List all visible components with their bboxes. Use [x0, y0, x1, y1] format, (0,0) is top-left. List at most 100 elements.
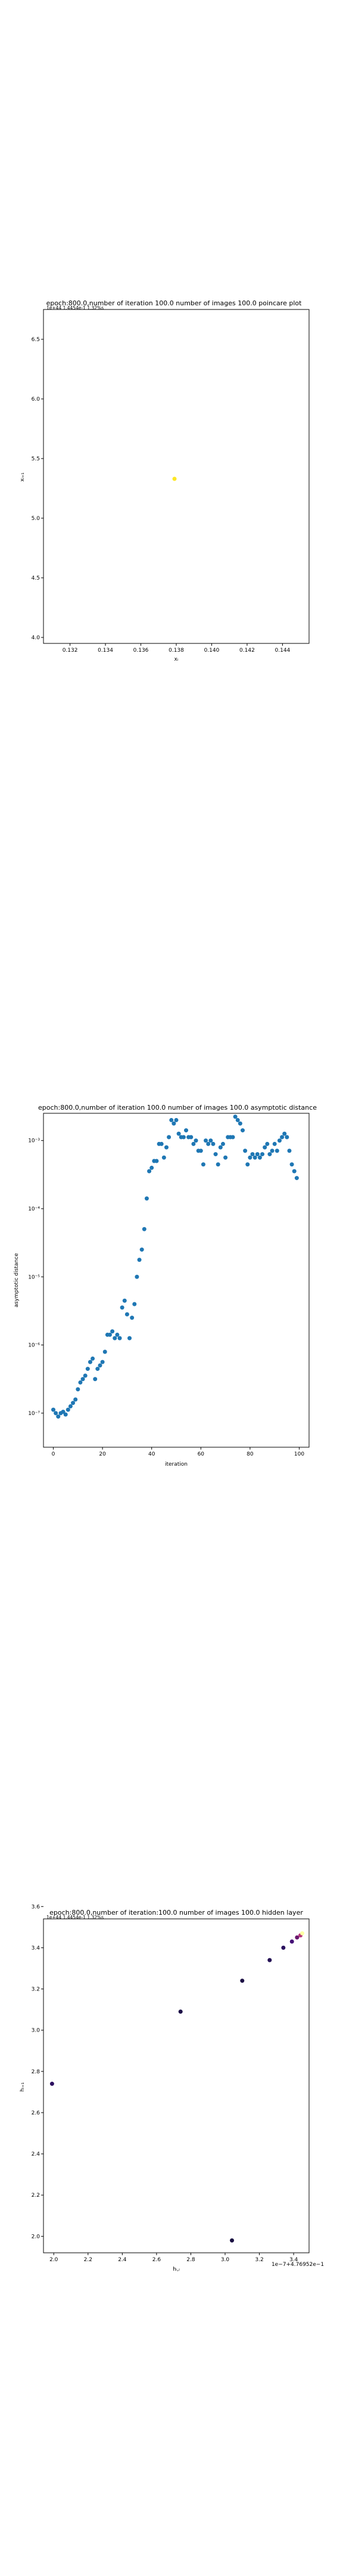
asymptotic-point: [250, 1152, 255, 1157]
poincare-x-tick-label: 0.136: [133, 648, 149, 654]
poincare-x-tick-label: 0.140: [204, 648, 220, 654]
asymptotic-point: [139, 1247, 144, 1252]
poincare-x-tick-label: 0.134: [98, 648, 113, 654]
asymptotic-axes-frame: [43, 1113, 310, 1448]
poincare-x-tick-label: 0.144: [275, 648, 291, 654]
hidden-layer-x-tick-label: 3.4: [289, 2257, 298, 2263]
asymptotic-point: [235, 1117, 240, 1122]
asymptotic-point: [294, 1176, 299, 1181]
asymptotic-point: [164, 1145, 169, 1150]
asymptotic-y-ticks: 10⁻⁷ 10⁻⁶ 10⁻⁵ 10⁻⁴ 10⁻³: [28, 1138, 43, 1417]
asymptotic-point: [135, 1274, 139, 1279]
poincare-overlay-text: 1e+44 1.4454e-1 1.32%s: [46, 305, 104, 311]
hidden-layer-point: [300, 1931, 304, 1936]
asymptotic-point: [85, 1367, 90, 1371]
asymptotic-point: [142, 1227, 146, 1231]
asymptotic-point: [218, 1145, 223, 1150]
asymptotic-point: [184, 1128, 189, 1133]
asymptotic-points: [51, 1114, 299, 1419]
asymptotic-point: [272, 1141, 277, 1146]
asymptotic-point: [208, 1138, 213, 1143]
asymptotic-x-tick-label: 80: [247, 1451, 254, 1457]
asymptotic-point: [63, 1412, 68, 1417]
hidden-layer-point: [240, 1979, 245, 1983]
hidden-layer-x-label: hᵢ,ᵢ: [173, 2267, 180, 2272]
asymptotic-y-tick-label: 10⁻⁶: [28, 1343, 40, 1349]
asymptotic-point: [80, 1377, 85, 1382]
asymptotic-x-tick-label: 20: [99, 1451, 106, 1457]
asymptotic-point: [83, 1373, 88, 1378]
asymptotic-point: [238, 1121, 242, 1126]
asymptotic-point: [280, 1135, 285, 1140]
asymptotic-point: [169, 1117, 174, 1122]
asymptotic-point: [100, 1360, 105, 1364]
asymptotic-point: [189, 1135, 194, 1140]
hidden-layer-y-tick-label: 3.4: [32, 1945, 40, 1951]
asymptotic-point: [287, 1148, 292, 1153]
hidden-layer-axes-frame: [43, 1918, 310, 2253]
asymptotic-point: [285, 1135, 289, 1140]
asymptotic-point: [206, 1141, 211, 1146]
asymptotic-point: [122, 1298, 127, 1303]
asymptotic-point: [211, 1141, 216, 1146]
asymptotic-point: [95, 1367, 100, 1371]
asymptotic-point: [252, 1155, 257, 1160]
asymptotic-point: [76, 1387, 80, 1392]
asymptotic-x-tick-label: 40: [148, 1451, 155, 1457]
hidden-layer-y-tick-label: 2.2: [32, 2193, 40, 2199]
hidden-layer-point: [281, 1945, 286, 1950]
asymptotic-point: [98, 1363, 102, 1368]
hidden-layer-chart: epoch:800.0,number of iteration:100.0 nu…: [20, 1904, 324, 2272]
asymptotic-point: [127, 1336, 132, 1340]
asymptotic-point: [113, 1336, 117, 1340]
asymptotic-point: [267, 1152, 272, 1157]
asymptotic-point: [270, 1148, 275, 1153]
asymptotic-point: [230, 1135, 235, 1140]
poincare-y-tick-label: 5.0: [32, 516, 40, 522]
asymptotic-point: [201, 1162, 205, 1167]
hidden-layer-x-tick-label: 2.8: [186, 2257, 195, 2263]
asymptotic-point: [191, 1141, 196, 1146]
asymptotic-point: [204, 1138, 208, 1143]
asymptotic-point: [108, 1332, 112, 1337]
poincare-points: [172, 476, 177, 481]
asymptotic-point: [68, 1404, 73, 1408]
asymptotic-point: [144, 1196, 149, 1201]
asymptotic-point: [147, 1169, 152, 1174]
asymptotic-point: [255, 1152, 260, 1157]
hidden-layer-y-tick-label: 2.8: [32, 2069, 40, 2075]
hidden-layer-y-tick-label: 2.0: [32, 2234, 40, 2240]
asymptotic-point: [181, 1135, 186, 1140]
poincare-y-tick-label: 6.0: [32, 397, 40, 402]
hidden-layer-title: epoch:800.0,number of iteration:100.0 nu…: [49, 1909, 303, 1916]
hidden-layer-y-tick-label: 2.4: [32, 2151, 40, 2157]
asymptotic-point: [220, 1141, 225, 1146]
hidden-layer-overlay-text: 1e+44 1.4454e-1 1.32%s: [46, 1915, 104, 1920]
hidden-layer-x-tick-label: 3.0: [221, 2257, 230, 2263]
hidden-layer-points: [49, 1931, 304, 2243]
asymptotic-point: [56, 1414, 61, 1419]
asymptotic-point: [130, 1315, 135, 1320]
asymptotic-point: [120, 1305, 124, 1310]
poincare-y-tick-label: 4.5: [32, 575, 40, 581]
hidden-layer-x-ticks: 2.0 2.2 2.4 2.6 2.8 3.0 3.2 3.4: [49, 2253, 298, 2263]
asymptotic-y-tick-label: 10⁻⁷: [28, 1411, 40, 1417]
hidden-layer-point: [49, 2082, 54, 2086]
asymptotic-point: [260, 1152, 265, 1157]
asymptotic-point: [117, 1336, 122, 1340]
hidden-layer-y-tick-label: 2.6: [32, 2110, 40, 2116]
hidden-layer-y-tick-label: 3.6: [32, 1904, 40, 1910]
asymptotic-point: [263, 1145, 267, 1150]
asymptotic-x-tick-label: 0: [52, 1451, 55, 1457]
hidden-layer-y-tick-label: 3.0: [32, 2028, 40, 2034]
asymptotic-point: [233, 1114, 238, 1119]
poincare-x-label: xᵢ: [174, 657, 179, 662]
asymptotic-point: [124, 1312, 129, 1317]
asymptotic-point: [265, 1141, 270, 1146]
poincare-y-label: xᵢ₊₁: [20, 472, 26, 482]
asymptotic-point: [282, 1131, 287, 1136]
asymptotic-point: [73, 1397, 78, 1402]
asymptotic-point: [115, 1332, 120, 1337]
asymptotic-x-tick-label: 60: [198, 1451, 205, 1457]
hidden-layer-x-tick-label: 2.4: [118, 2257, 127, 2263]
